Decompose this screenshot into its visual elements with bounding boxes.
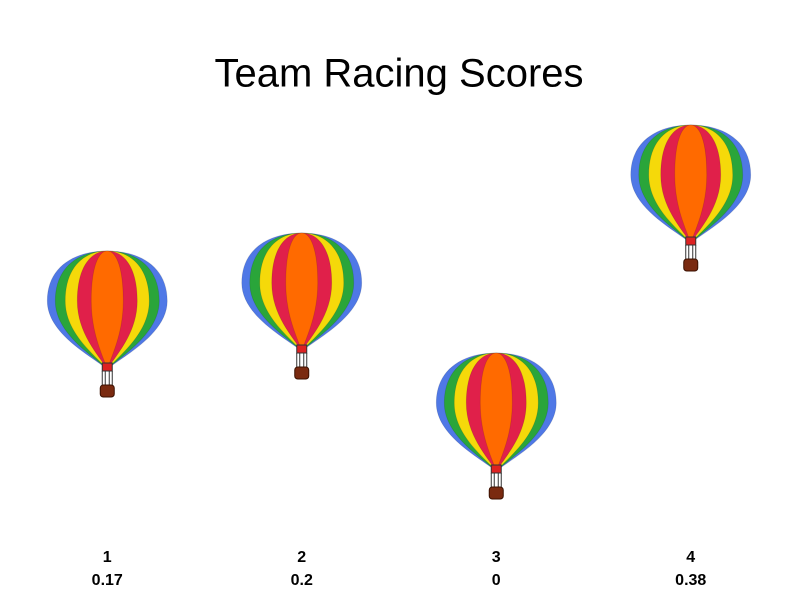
basket	[683, 258, 699, 272]
x-tick-label: 2	[297, 549, 306, 566]
balloon	[435, 352, 557, 500]
balloon-stripe	[674, 124, 708, 245]
basket	[99, 384, 115, 398]
balloon-stripe	[285, 232, 319, 353]
value-label: 0.2	[291, 572, 313, 589]
balloon	[630, 124, 752, 272]
burner	[490, 464, 502, 474]
balloon-stripe	[90, 250, 124, 371]
burner	[101, 362, 113, 372]
x-tick-label: 3	[492, 549, 501, 566]
burner	[685, 236, 697, 246]
chart-title: Team Racing Scores	[214, 52, 583, 96]
x-tick-label: 4	[686, 549, 695, 566]
balloon	[241, 232, 363, 380]
x-tick-label: 1	[103, 549, 112, 566]
basket	[488, 486, 504, 500]
value-label: 0.17	[92, 572, 123, 589]
balloon-stripe	[479, 352, 513, 473]
value-label: 0.38	[675, 572, 706, 589]
burner	[296, 344, 308, 354]
value-label: 0	[492, 572, 501, 589]
balloon	[46, 250, 168, 398]
basket	[294, 366, 310, 380]
